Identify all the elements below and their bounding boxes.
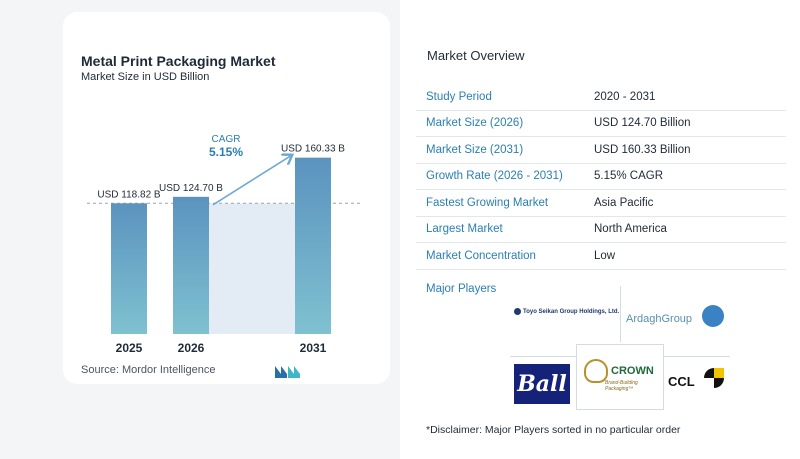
overview-label: Growth Rate (2026 - 2031) (426, 170, 563, 183)
data-label-2031: USD 160.33 B (281, 144, 345, 155)
x-tick-2031: 2031 (300, 341, 327, 355)
overview-row-study-period: Study Period 2020 - 2031 (416, 84, 786, 111)
overview-value: 2020 - 2031 (594, 90, 656, 103)
overview-value: USD 124.70 Billion (594, 117, 691, 130)
overview-label: Largest Market (426, 223, 503, 236)
overview-row-market-size-2026: Market Size (2026) USD 124.70 Billion (416, 111, 786, 137)
x-tick-2026: 2026 (178, 341, 205, 355)
overview-row-market-size-2031: Market Size (2031) USD 160.33 Billion (416, 137, 786, 164)
market-overview-panel: Market Overview Study Period 2020 - 2031… (400, 0, 800, 459)
overview-title: Market Overview (427, 48, 525, 63)
crown-logo: CROWN Brand-Building Packaging™ (576, 344, 664, 410)
chart-title: Metal Print Packaging Market (81, 53, 276, 69)
data-label-2025: USD 118.82 B (97, 189, 161, 200)
overview-value: USD 160.33 Billion (594, 143, 691, 156)
growth-band (209, 203, 295, 334)
ardagh-emblem-icon (702, 305, 724, 327)
chart-card: USD 118.82 B 2025 USD 124.70 B 2026 USD 160.… (63, 12, 390, 384)
ardagh-logo: ArdaghGroup (626, 313, 693, 325)
data-label-2026: USD 124.70 B (159, 183, 223, 194)
toyo-name: Toyo Seikan Group Holdings, Ltd. (523, 309, 620, 316)
ccl-emblem-icon (704, 368, 724, 388)
cagr-label: CAGR (212, 134, 241, 145)
overview-label: Fastest Growing Market (426, 196, 549, 209)
cagr-arrow (212, 156, 291, 206)
crown-name: CROWN (611, 365, 654, 377)
bar-2025 (111, 203, 147, 334)
overview-row-concentration: Market Concentration Low (416, 243, 786, 270)
logo-divider (620, 286, 621, 342)
mordor-logo-icon (275, 366, 300, 378)
disclaimer: *Disclaimer: Major Players sorted in no … (426, 424, 681, 436)
overview-label: Market Concentration (426, 249, 536, 262)
major-players-label: Major Players (426, 283, 497, 295)
overview-table: Study Period 2020 - 2031 Market Size (20… (416, 84, 786, 270)
bar-2031 (295, 157, 331, 334)
overview-label: Study Period (426, 90, 492, 103)
overview-row-largest-market: Largest Market North America (416, 217, 786, 243)
overview-value: Low (594, 249, 616, 262)
crown-tagline: Brand-Building Packaging™ (605, 380, 638, 392)
overview-value: Asia Pacific (594, 196, 654, 209)
overview-label: Market Size (2031) (426, 143, 524, 156)
ccl-logo: CCL (668, 374, 695, 389)
source-text: Source: Mordor Intelligence (81, 364, 216, 376)
crown-emblem-icon (584, 359, 608, 383)
major-players-logos: Toyo Seikan Group Holdings, Ltd. ArdaghG… (510, 286, 730, 410)
x-tick-2025: 2025 (116, 341, 143, 355)
toyo-seikan-logo: Toyo Seikan Group Holdings, Ltd. (514, 308, 619, 315)
ball-logo: Ball (514, 364, 570, 404)
chart-subtitle: Market Size in USD Billion (81, 71, 210, 83)
toyo-mark-icon (514, 308, 521, 315)
overview-value: North America (594, 223, 667, 236)
overview-row-growth-rate: Growth Rate (2026 - 2031) 5.15% CAGR (416, 164, 786, 190)
bar-chart: USD 118.82 B 2025 USD 124.70 B 2026 USD 160.… (87, 134, 363, 355)
bar-2026 (173, 196, 209, 334)
overview-row-fastest-growing: Fastest Growing Market Asia Pacific (416, 190, 786, 217)
overview-value: 5.15% CAGR (594, 170, 664, 183)
cagr-value: 5.15% (209, 145, 243, 159)
overview-label: Market Size (2026) (426, 117, 524, 130)
